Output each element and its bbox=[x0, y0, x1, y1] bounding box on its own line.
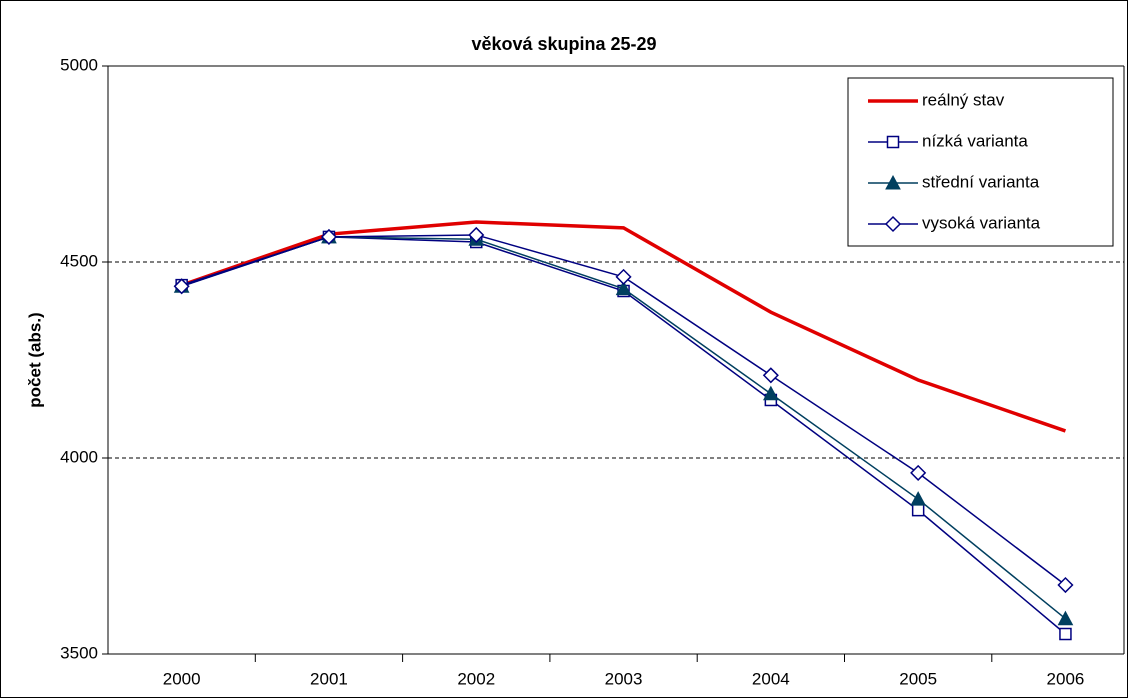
marker bbox=[762, 367, 779, 384]
x-tick-label: 2003 bbox=[605, 669, 643, 688]
marker bbox=[1057, 576, 1074, 594]
marker bbox=[615, 268, 632, 285]
legend-marker bbox=[884, 215, 902, 233]
legend-label: vysoká varianta bbox=[922, 213, 1041, 232]
legend-marker bbox=[885, 174, 901, 190]
x-tick-label: 2004 bbox=[752, 669, 790, 688]
marker bbox=[910, 491, 926, 506]
y-axis-label: počet (abs.) bbox=[25, 312, 44, 407]
marker bbox=[911, 503, 925, 517]
legend-marker bbox=[886, 135, 900, 149]
y-tick-label: 4500 bbox=[60, 251, 98, 270]
marker bbox=[1057, 610, 1074, 626]
chart-title: věková skupina 25-29 bbox=[471, 34, 656, 54]
y-tick-label: 3500 bbox=[60, 643, 98, 662]
legend-label: reálný stav bbox=[922, 90, 1005, 109]
marker bbox=[763, 385, 779, 401]
marker bbox=[1059, 627, 1072, 641]
legend-label: střední varianta bbox=[922, 172, 1040, 191]
marker bbox=[615, 280, 632, 296]
y-tick-label: 4000 bbox=[60, 447, 98, 466]
legend-label: nízká varianta bbox=[922, 131, 1028, 150]
x-tick-label: 2005 bbox=[899, 669, 937, 688]
x-tick-label: 2001 bbox=[310, 669, 348, 688]
marker bbox=[468, 226, 485, 244]
marker bbox=[173, 278, 190, 295]
marker bbox=[910, 464, 927, 481]
x-tick-label: 2002 bbox=[457, 669, 495, 688]
y-tick-label: 5000 bbox=[60, 55, 98, 74]
x-tick-label: 2006 bbox=[1047, 669, 1085, 688]
marker bbox=[320, 228, 338, 245]
x-tick-label: 2000 bbox=[163, 669, 201, 688]
